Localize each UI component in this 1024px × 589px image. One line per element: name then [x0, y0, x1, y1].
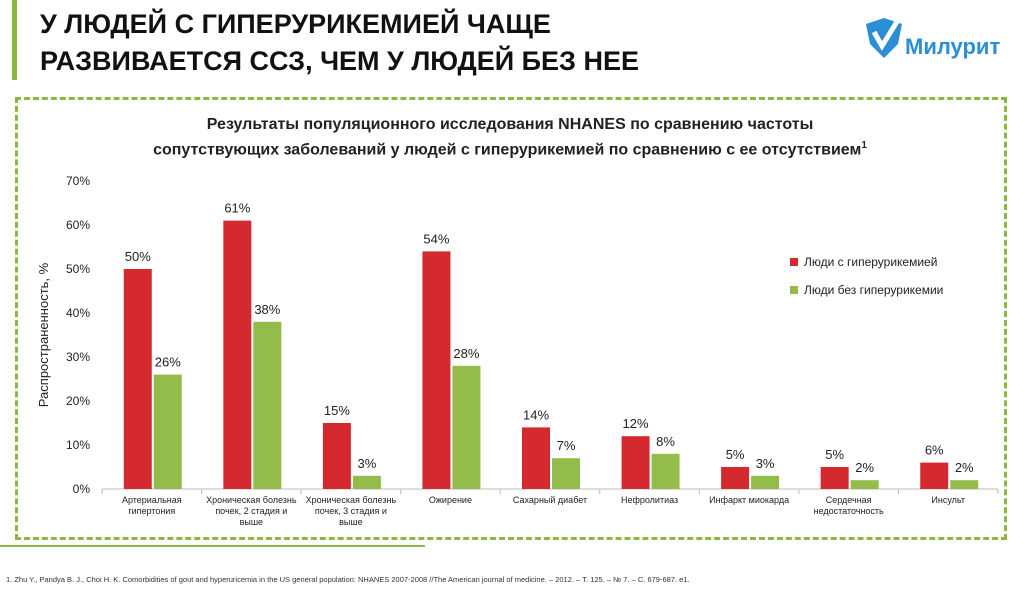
- logo-text: Милурит: [905, 34, 1001, 59]
- data-label: 2%: [855, 460, 874, 475]
- y-tick-label: 40%: [66, 306, 90, 320]
- legend-swatch: [790, 258, 798, 266]
- x-tick-label: Нефролитиаз: [621, 495, 678, 505]
- data-label: 15%: [324, 403, 350, 418]
- data-label: 3%: [756, 456, 775, 471]
- bar: [352, 475, 381, 489]
- y-tick-label: 20%: [66, 394, 90, 408]
- x-tick-label: почек, 2 стадия и: [215, 506, 287, 516]
- title-line: У ЛЮДЕЙ С ГИПЕРУРИКЕМИЕЙ ЧАЩЕ: [40, 9, 551, 39]
- bar: [850, 480, 879, 489]
- x-tick-label: Артериальная: [122, 495, 182, 505]
- x-tick-label: Хроническая болезнь: [206, 495, 297, 505]
- data-label: 14%: [523, 407, 549, 422]
- x-tick-label: Инсульт: [931, 495, 965, 505]
- chart-title-line: сопутствующих заболеваний у людей с гипе…: [153, 141, 862, 159]
- data-label: 6%: [925, 443, 944, 458]
- bar: [820, 467, 849, 489]
- x-tick-label: Инфаркт миокарда: [709, 495, 789, 505]
- y-tick-label: 50%: [66, 262, 90, 276]
- x-tick-label: Хроническая болезнь: [306, 495, 397, 505]
- bar: [920, 462, 949, 489]
- bar: [721, 467, 750, 489]
- page-title: У ЛЮДЕЙ С ГИПЕРУРИКЕМИЕЙ ЧАЩЕ РАЗВИВАЕТС…: [40, 6, 639, 80]
- bar: [621, 436, 650, 489]
- legend-swatch: [790, 286, 798, 294]
- logo-shield-icon: [866, 18, 902, 58]
- chart-title-line: Результаты популяционного исследования N…: [206, 116, 814, 133]
- bar: [751, 475, 780, 489]
- y-tick-label: 30%: [66, 350, 90, 364]
- title-line: РАЗВИВАЕТСЯ ССЗ, ЧЕМ У ЛЮДЕЙ БЕЗ НЕЕ: [40, 46, 639, 76]
- bar: [223, 220, 252, 489]
- legend-label: Люди с гиперурикемией: [804, 255, 937, 269]
- bar: [322, 423, 351, 489]
- bar: [253, 321, 282, 489]
- bar: [552, 458, 580, 489]
- chart-frame: [15, 97, 1007, 540]
- bar: [422, 251, 451, 489]
- y-tick-label: 10%: [66, 438, 90, 452]
- y-axis-label: Распространенность, %: [36, 262, 51, 407]
- data-label: 26%: [155, 355, 181, 370]
- x-tick-label: Сердечная: [826, 495, 872, 505]
- data-label: 7%: [557, 438, 576, 453]
- x-tick-label: почек, 3 стадия и: [315, 506, 387, 516]
- footnote-divider: [0, 545, 425, 547]
- x-tick-label: гипертония: [128, 506, 175, 516]
- y-tick-label: 60%: [66, 218, 90, 232]
- data-label: 2%: [955, 460, 974, 475]
- data-label: 5%: [825, 447, 844, 462]
- bar: [651, 453, 680, 489]
- footnote-ref: 1: [861, 140, 867, 151]
- bar: [123, 269, 152, 489]
- data-label: 5%: [726, 447, 745, 462]
- data-label: 54%: [423, 231, 449, 246]
- data-label: 8%: [656, 434, 675, 449]
- accent-bar: [12, 0, 17, 80]
- data-label: 61%: [224, 201, 250, 216]
- data-label: 3%: [357, 456, 376, 471]
- bar: [153, 374, 182, 489]
- data-label: 38%: [254, 302, 280, 317]
- x-tick-label: недостаточность: [814, 506, 884, 516]
- x-tick-label: Сахарный диабет: [513, 495, 587, 505]
- bar: [452, 365, 481, 489]
- footnote: 1. Zhu Y., Pandya B. J., Choi H. K. Como…: [6, 575, 690, 584]
- x-tick-label: выше: [339, 517, 362, 527]
- data-label: 28%: [453, 346, 479, 361]
- y-tick-label: 70%: [66, 174, 90, 188]
- legend-label: Люди без гиперурикемии: [804, 283, 943, 297]
- bar: [522, 427, 550, 489]
- chart-title: Результаты популяционного исследования N…: [130, 114, 890, 160]
- bar: [950, 480, 979, 489]
- x-tick-label: Ожирение: [429, 495, 472, 505]
- y-tick-label: 0%: [73, 482, 91, 496]
- data-label: 50%: [125, 249, 151, 264]
- data-label: 12%: [623, 416, 649, 431]
- x-tick-label: выше: [240, 517, 263, 527]
